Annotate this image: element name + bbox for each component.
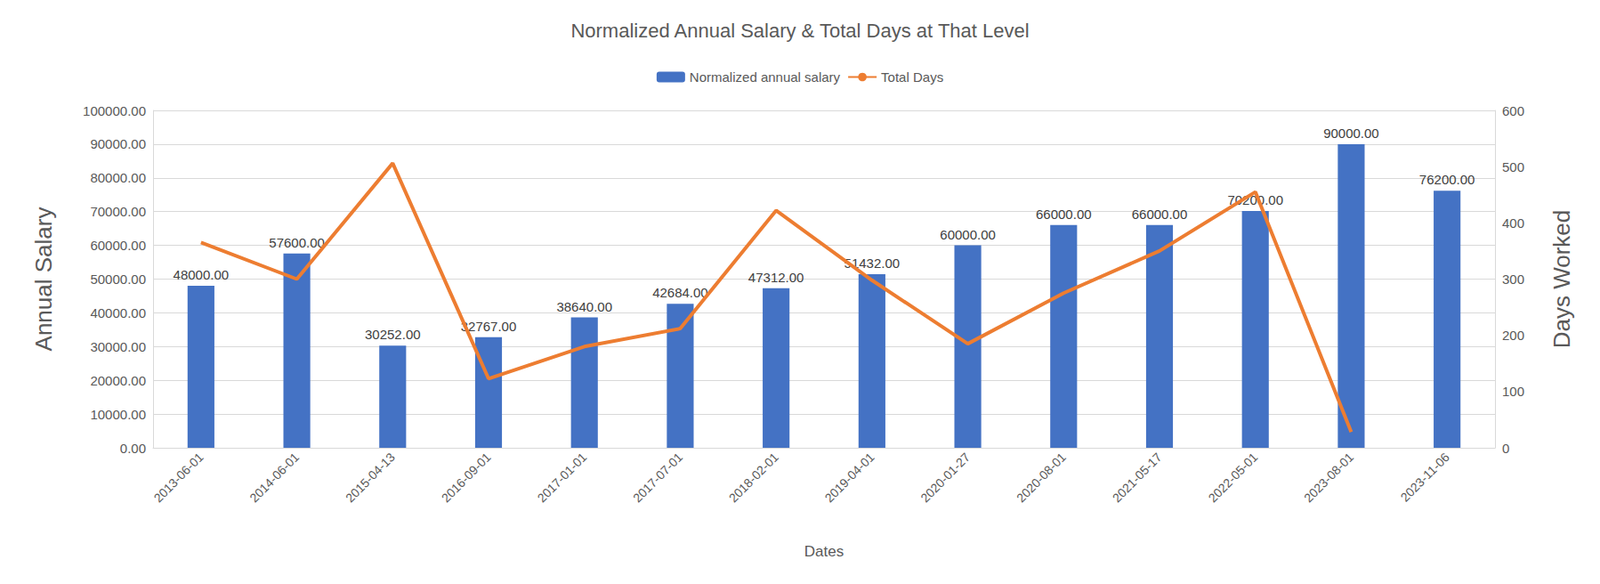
svg-text:76200.00: 76200.00 <box>1419 171 1476 187</box>
svg-text:90000.00: 90000.00 <box>89 136 146 152</box>
svg-text:2019-04-01: 2019-04-01 <box>822 449 878 505</box>
svg-text:30252.00: 30252.00 <box>364 326 421 342</box>
svg-text:2017-07-01: 2017-07-01 <box>630 449 686 505</box>
svg-text:2017-01-01: 2017-01-01 <box>533 449 590 505</box>
svg-text:2014-06-01: 2014-06-01 <box>246 449 302 505</box>
svg-text:2023-11-06: 2023-11-06 <box>1397 449 1453 504</box>
svg-text:Total Days: Total Days <box>880 69 944 85</box>
svg-text:60000.00: 60000.00 <box>939 226 996 243</box>
svg-text:200: 200 <box>1502 327 1525 343</box>
svg-text:66000.00: 66000.00 <box>1035 206 1092 222</box>
svg-text:48000.00: 48000.00 <box>173 266 230 283</box>
svg-text:42684.00: 42684.00 <box>652 284 709 300</box>
svg-text:38640.00: 38640.00 <box>556 298 613 315</box>
svg-text:2020-08-01: 2020-08-01 <box>1013 449 1069 505</box>
svg-text:100000.00: 100000.00 <box>82 103 146 119</box>
svg-text:51432.00: 51432.00 <box>844 255 901 271</box>
svg-text:100: 100 <box>1502 383 1525 399</box>
svg-text:90000.00: 90000.00 <box>1323 125 1380 141</box>
svg-text:2023-08-01: 2023-08-01 <box>1301 449 1357 505</box>
svg-text:50000.00: 50000.00 <box>89 271 146 287</box>
svg-text:Normalized annual salary: Normalized annual salary <box>689 69 841 85</box>
svg-text:47312.00: 47312.00 <box>748 269 805 285</box>
svg-text:Dates: Dates <box>804 542 844 560</box>
svg-text:0: 0 <box>1502 440 1510 456</box>
svg-text:400: 400 <box>1502 215 1525 231</box>
svg-text:66000.00: 66000.00 <box>1131 206 1188 222</box>
svg-text:40000.00: 40000.00 <box>89 305 146 321</box>
svg-text:30000.00: 30000.00 <box>89 339 146 355</box>
svg-text:Annual Salary: Annual Salary <box>30 207 57 352</box>
svg-text:10000.00: 10000.00 <box>89 406 146 422</box>
svg-text:2021-05-17: 2021-05-17 <box>1109 449 1165 505</box>
svg-text:0.00: 0.00 <box>120 440 146 456</box>
svg-text:2020-01-27: 2020-01-27 <box>917 449 973 505</box>
svg-text:500: 500 <box>1502 159 1525 175</box>
svg-text:80000.00: 80000.00 <box>89 169 146 186</box>
svg-text:20000.00: 20000.00 <box>89 372 146 388</box>
svg-text:600: 600 <box>1502 103 1525 119</box>
svg-text:2022-05-01: 2022-05-01 <box>1204 449 1261 505</box>
svg-text:32767.00: 32767.00 <box>460 318 517 334</box>
svg-text:Normalized Annual Salary & Tot: Normalized Annual Salary & Total Days at… <box>570 19 1029 42</box>
svg-text:Days Worked: Days Worked <box>1548 210 1576 349</box>
svg-text:70000.00: 70000.00 <box>89 203 146 219</box>
svg-text:2015-04-13: 2015-04-13 <box>342 449 398 505</box>
svg-text:57600.00: 57600.00 <box>268 234 325 251</box>
svg-text:60000.00: 60000.00 <box>89 237 146 253</box>
svg-text:2013-06-01: 2013-06-01 <box>151 449 207 505</box>
svg-text:70200.00: 70200.00 <box>1227 192 1284 208</box>
svg-text:2018-02-01: 2018-02-01 <box>726 449 782 505</box>
svg-text:2016-09-01: 2016-09-01 <box>438 449 494 505</box>
svg-text:300: 300 <box>1502 271 1525 287</box>
